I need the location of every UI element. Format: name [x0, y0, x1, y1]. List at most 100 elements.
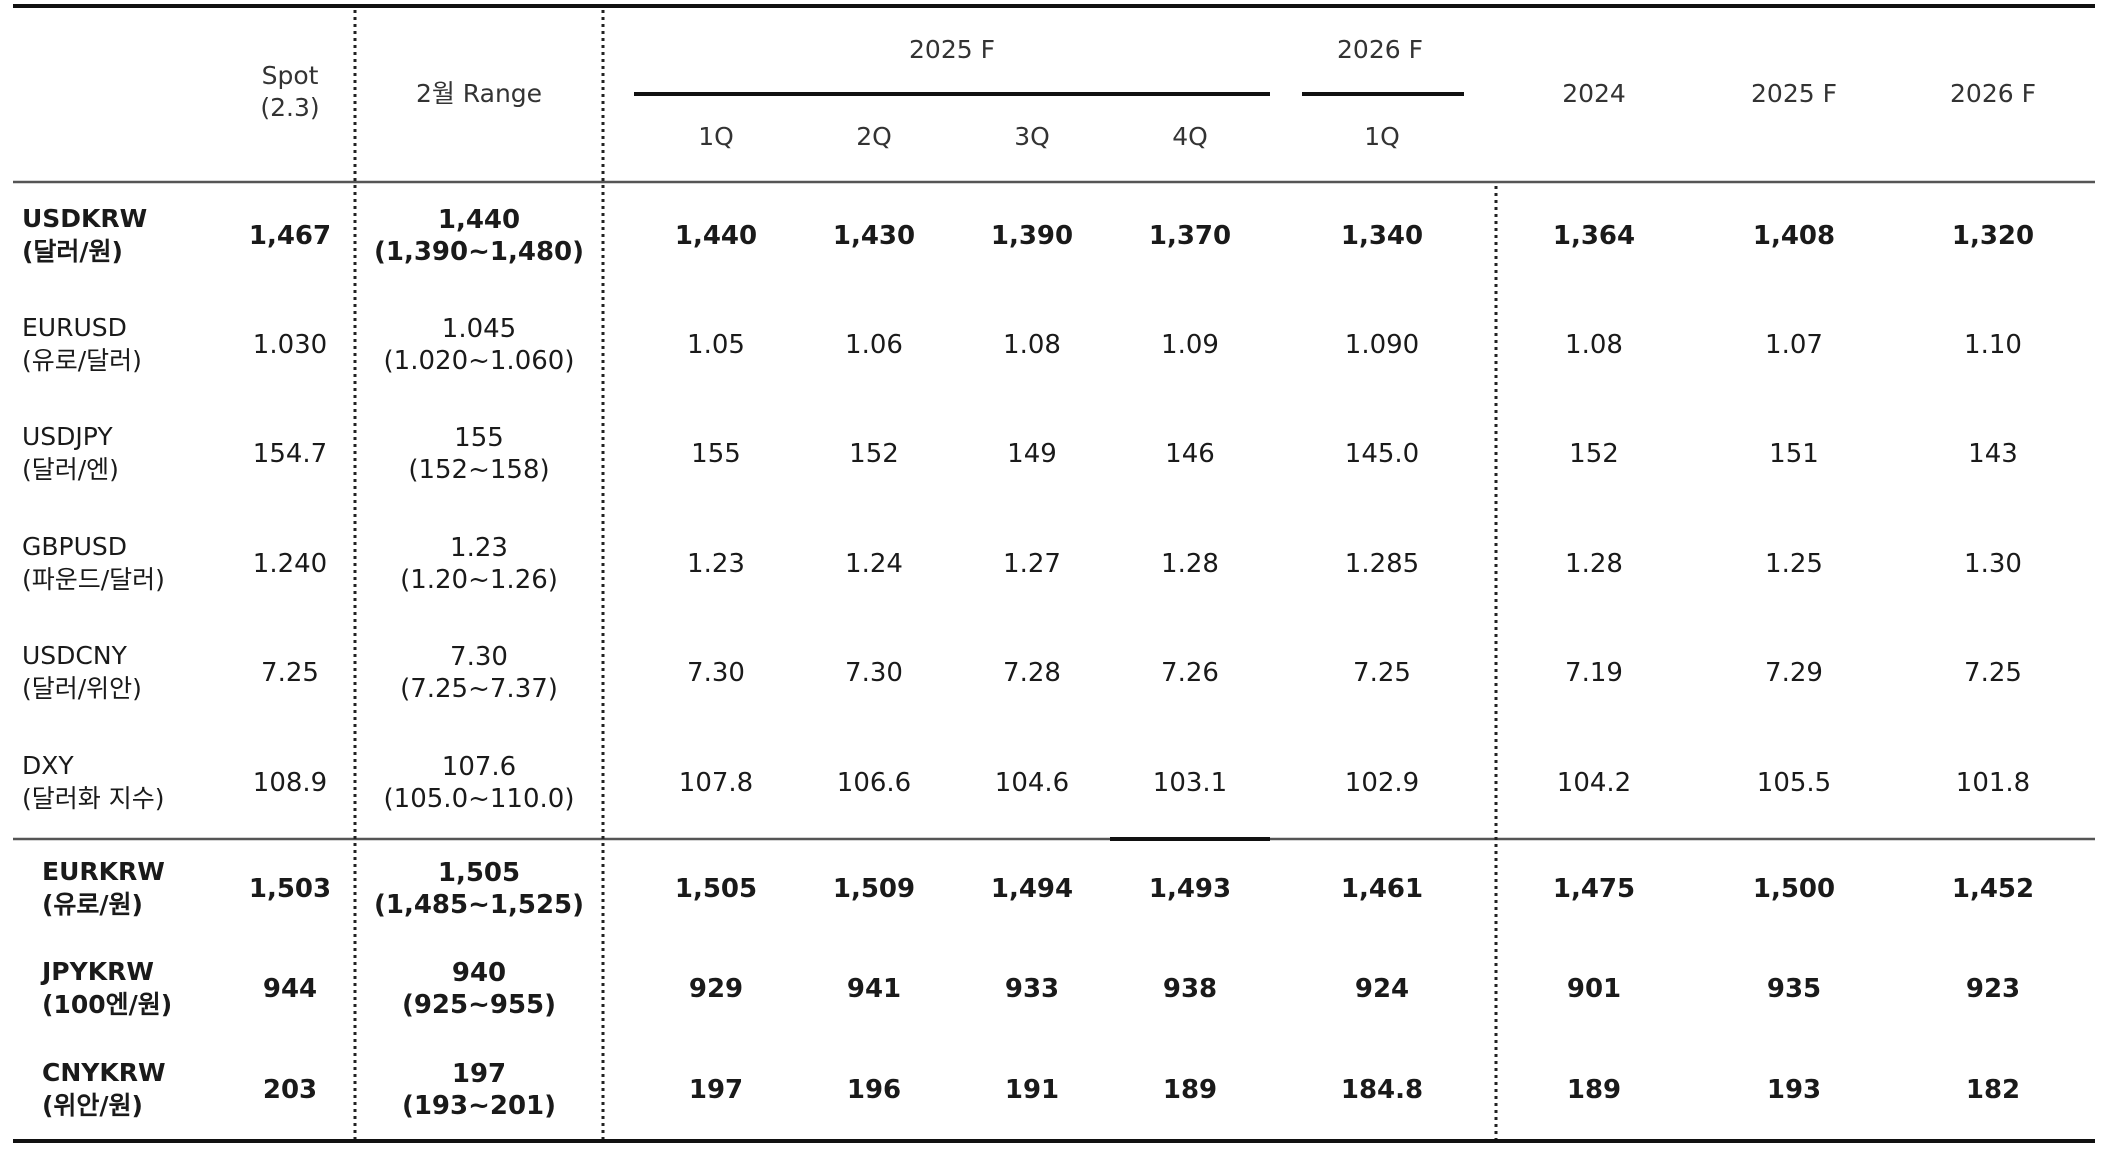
quarter-value: 145.0: [1345, 439, 1419, 469]
quarter-value: 102.9: [1345, 768, 1419, 798]
table-body: USDKRW(달러/원)1,4671,440(1,390~1,480)1,440…: [22, 204, 2034, 1121]
header-quarter: 4Q: [1172, 122, 1208, 151]
quarter-value: 1.285: [1345, 549, 1419, 579]
range-band-value: (1,390~1,480): [374, 237, 584, 267]
range-mid-value: 1,440: [438, 205, 520, 235]
quarter-value: 7.26: [1161, 658, 1219, 688]
row-name: (달러화 지수): [22, 784, 164, 813]
annual-value: 1.08: [1565, 330, 1623, 360]
quarter-value: 1.28: [1161, 549, 1219, 579]
spot-value: 1.030: [253, 330, 327, 360]
row-name: (파운드/달러): [22, 565, 165, 594]
annual-value: 1.28: [1565, 549, 1623, 579]
quarter-value: 197: [689, 1075, 743, 1105]
quarter-value: 7.28: [1003, 658, 1061, 688]
quarter-value: 1,505: [675, 874, 757, 904]
row-name: (유로/원): [42, 890, 143, 919]
quarter-value: 1.08: [1003, 330, 1061, 360]
spot-value: 1,503: [249, 874, 331, 904]
row-name: (위안/원): [42, 1091, 143, 1120]
spot-value: 108.9: [253, 768, 327, 798]
range-mid-value: 1.045: [442, 314, 516, 344]
quarter-value: 196: [847, 1075, 901, 1105]
annual-value: 1.25: [1765, 549, 1823, 579]
row-code: USDJPY: [22, 422, 113, 451]
annual-value: 1,408: [1753, 221, 1835, 251]
quarter-value: 933: [1005, 974, 1059, 1004]
header-quarter: 1Q: [1364, 122, 1400, 151]
spot-value: 203: [263, 1075, 317, 1105]
annual-value: 152: [1569, 439, 1619, 469]
row-code: EURKRW: [42, 857, 165, 886]
quarter-value: 1,390: [991, 221, 1073, 251]
quarter-value: 1,370: [1149, 221, 1231, 251]
annual-value: 189: [1567, 1075, 1621, 1105]
quarter-value: 924: [1355, 974, 1409, 1004]
range-band-value: (1.20~1.26): [400, 565, 558, 595]
row-code: USDCNY: [22, 641, 128, 670]
spot-value: 1,467: [249, 221, 331, 251]
annual-value: 104.2: [1557, 768, 1631, 798]
quarter-headers: 1Q 2Q 3Q 4Q 1Q: [698, 122, 1400, 151]
quarter-value: 146: [1165, 439, 1215, 469]
quarter-value: 155: [691, 439, 741, 469]
header-group-2026f: 2026 F: [1337, 35, 1423, 64]
quarter-value: 7.30: [687, 658, 745, 688]
quarter-value: 1,461: [1341, 874, 1423, 904]
table-row: EURUSD (유로/달러) 1.030 1.045(1.020~1.060) 1.05…: [22, 313, 2022, 376]
row-name: (달러/위안): [22, 674, 142, 703]
quarter-value: 929: [689, 974, 743, 1004]
annual-value: 935: [1767, 974, 1821, 1004]
table-row: USDCNY(달러/위안)7.257.30(7.25~7.37)7.30 7.30…: [22, 641, 2022, 704]
row-code: DXY: [22, 751, 74, 780]
header-quarter: 1Q: [698, 122, 734, 151]
header-annual: 2025 F: [1751, 79, 1837, 108]
range-band-value: (7.25~7.37): [400, 674, 558, 704]
row-name: (100엔/원): [42, 990, 172, 1019]
header-group-2025f: 2025 F: [909, 35, 995, 64]
quarter-value: 184.8: [1341, 1075, 1423, 1105]
quarter-value: 1,493: [1149, 874, 1231, 904]
range-band-value: (105.0~110.0): [384, 784, 575, 814]
quarter-value: 149: [1007, 439, 1057, 469]
range-band-value: (152~158): [408, 455, 549, 485]
spot-value: 7.25: [261, 658, 319, 688]
annual-value: 1.07: [1765, 330, 1823, 360]
header-quarter: 3Q: [1014, 122, 1050, 151]
annual-headers: 2024 2025 F 2026 F: [1562, 79, 2036, 108]
annual-value: 7.29: [1765, 658, 1823, 688]
annual-value: 7.25: [1964, 658, 2022, 688]
range-band-value: (925~955): [402, 990, 556, 1020]
range-mid-value: 197: [452, 1059, 506, 1089]
spot-value: 944: [263, 974, 317, 1004]
quarter-value: 1,340: [1341, 221, 1423, 251]
quarter-value: 1.27: [1003, 549, 1061, 579]
row-code: GBPUSD: [22, 532, 127, 561]
table-row: USDKRW(달러/원)1,4671,440(1,390~1,480)1,440…: [22, 204, 2034, 267]
annual-value: 1,452: [1952, 874, 2034, 904]
quarter-value: 1,494: [991, 874, 1073, 904]
range-mid-value: 107.6: [442, 752, 516, 782]
row-name: (유로/달러): [22, 346, 142, 375]
spot-value: 154.7: [253, 439, 327, 469]
annual-value: 143: [1968, 439, 2018, 469]
quarter-value: 1.06: [845, 330, 903, 360]
quarter-value: 938: [1163, 974, 1217, 1004]
row-name: (달러/원): [22, 237, 123, 266]
quarter-value: 7.25: [1353, 658, 1411, 688]
annual-value: 901: [1567, 974, 1621, 1004]
quarter-value: 191: [1005, 1075, 1059, 1105]
quarter-value: 103.1: [1153, 768, 1227, 798]
row-code: USDKRW: [22, 204, 147, 233]
table-header: Spot (2.3) 2월 Range 2025 F 2026 F 1Q 2Q 3Q…: [260, 35, 2036, 151]
quarter-value: 1.09: [1161, 330, 1219, 360]
quarter-value: 152: [849, 439, 899, 469]
header-annual: 2026 F: [1950, 79, 2036, 108]
header-annual: 2024: [1562, 79, 1626, 108]
quarter-value: 1.090: [1345, 330, 1419, 360]
range-band-value: (1.020~1.060): [384, 346, 575, 376]
range-mid-value: 940: [452, 958, 506, 988]
quarter-value: 1,430: [833, 221, 915, 251]
